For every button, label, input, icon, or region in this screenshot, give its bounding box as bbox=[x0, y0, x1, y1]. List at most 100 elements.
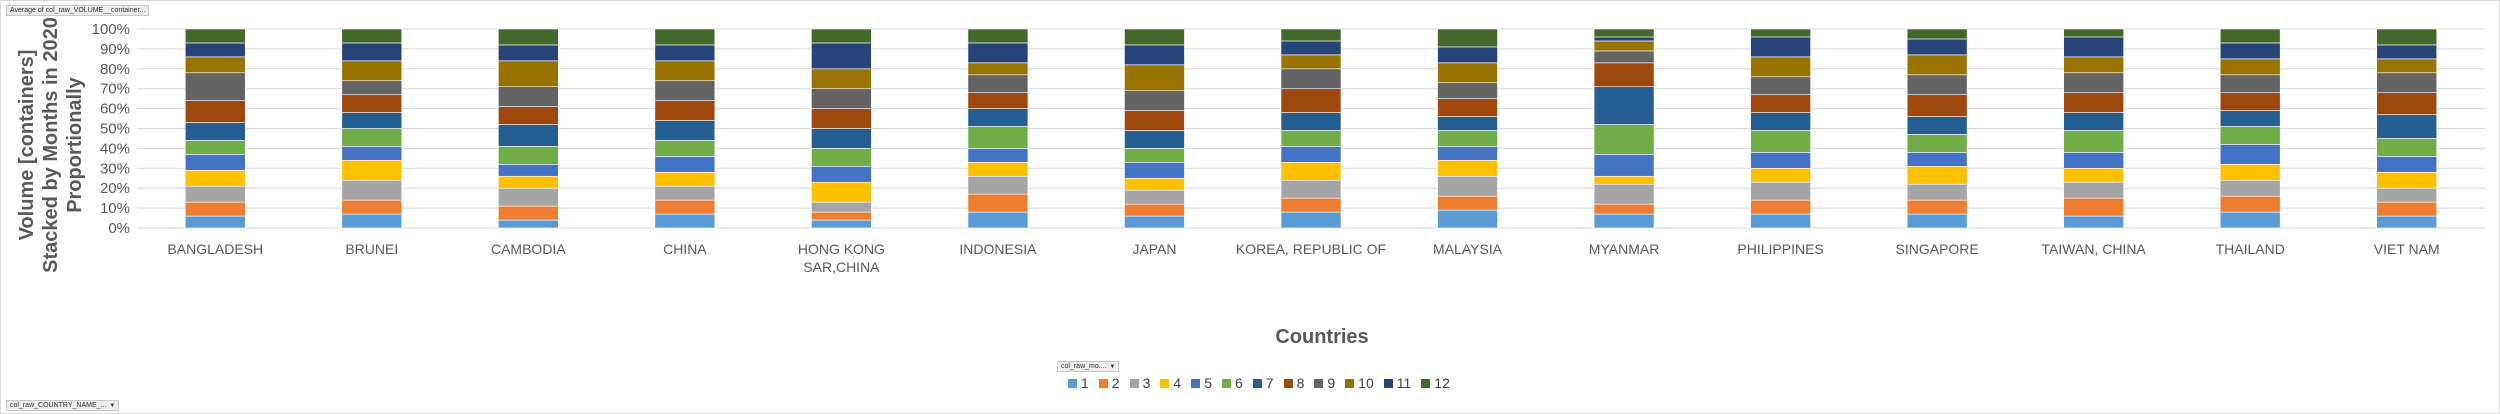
axis-field-label: col_raw_COUNTRY_NAME_... bbox=[10, 402, 107, 409]
bar-segment-6 bbox=[341, 128, 403, 147]
bar-segment-12 bbox=[811, 28, 872, 44]
bar-segment-11 bbox=[184, 42, 246, 58]
bar-segment-9 bbox=[1280, 68, 1342, 90]
bar-segment-5 bbox=[1437, 146, 1498, 161]
bar-segment-4 bbox=[1750, 168, 1811, 183]
bar-segment-10 bbox=[967, 62, 1029, 76]
bar-segment-10 bbox=[1124, 64, 1185, 91]
bar-segment-9 bbox=[1124, 90, 1185, 111]
values-field-label: Average of col_raw_VOLUME__container... bbox=[10, 7, 146, 14]
bar-segment-10 bbox=[1280, 54, 1342, 70]
x-category-label: MYANMAR bbox=[1589, 241, 1660, 257]
axis-field-button[interactable]: col_raw_COUNTRY_NAME_... ▼ bbox=[6, 400, 120, 411]
legend-field-button[interactable]: col_raw_mo.... ▼ bbox=[1057, 361, 1120, 372]
bar-segment-12 bbox=[1593, 28, 1655, 38]
bar-segment-9 bbox=[967, 74, 1029, 93]
bar-segment-5 bbox=[2376, 156, 2438, 173]
bar-segment-6 bbox=[1906, 134, 1968, 153]
y-tick-labels: 0% 10% 20% 30% 40% 50% 60% 70% 80% 90% 100% bbox=[92, 21, 130, 237]
legend-label: 8 bbox=[1296, 375, 1305, 391]
bar-segment-8 bbox=[341, 94, 403, 113]
legend-item: 2 bbox=[1098, 375, 1120, 391]
y-tick-label: 30% bbox=[100, 160, 130, 177]
bar-segment-4 bbox=[1906, 166, 1968, 185]
bar-segment-4 bbox=[1437, 160, 1498, 177]
bar-segment-3 bbox=[811, 201, 872, 213]
bar-segment-9 bbox=[811, 88, 872, 109]
bar-segment-5 bbox=[184, 154, 246, 171]
bar-segment-10 bbox=[1906, 54, 1968, 76]
bar-segment-8 bbox=[967, 92, 1029, 109]
bar-segment-5 bbox=[654, 156, 716, 173]
x-axis-title: Countries bbox=[1275, 326, 1368, 348]
y-tick-label: 10% bbox=[100, 200, 130, 217]
legend-item: 6 bbox=[1221, 375, 1243, 391]
bar-segment-12 bbox=[2376, 28, 2438, 46]
legend-swatch bbox=[1221, 378, 1231, 388]
x-category-label: HONG KONG SAR,CHINA bbox=[798, 241, 885, 275]
bar-segment-6 bbox=[1437, 130, 1498, 147]
bar-segment-10 bbox=[1750, 56, 1811, 78]
legend-label: 2 bbox=[1111, 375, 1120, 391]
bar-segment-6 bbox=[1750, 130, 1811, 153]
y-axis-title-line-1: Volume [containers] bbox=[16, 50, 38, 241]
y-axis-title-line-2: Stacked by Months in 2020 bbox=[40, 17, 62, 273]
bar-segment-12 bbox=[654, 28, 716, 46]
bar-segment-4 bbox=[2063, 168, 2124, 183]
bar-segment-7 bbox=[1124, 130, 1185, 149]
x-category-label: INDONESIA bbox=[959, 241, 1037, 257]
legend-swatch bbox=[1383, 378, 1393, 388]
y-tick-label: 40% bbox=[100, 140, 130, 157]
y-tick-label: 20% bbox=[100, 180, 130, 197]
bar-segment-7 bbox=[341, 112, 403, 129]
bar-segment-4 bbox=[184, 169, 246, 187]
bar-segment-10 bbox=[1437, 62, 1498, 84]
dropdown-arrow-icon: ▼ bbox=[1109, 364, 1116, 370]
bar-segment-12 bbox=[2063, 28, 2124, 38]
bar-segment-11 bbox=[1593, 36, 1655, 42]
bar-segment-9 bbox=[2376, 72, 2438, 93]
bar-segment-4 bbox=[2219, 164, 2281, 181]
legend-label: 10 bbox=[1358, 375, 1374, 391]
bar-segment-6 bbox=[1593, 124, 1655, 155]
values-field-button[interactable]: Average of col_raw_VOLUME__container... bbox=[6, 5, 150, 16]
legend-label: 7 bbox=[1265, 375, 1274, 391]
bar-segment-2 bbox=[2376, 201, 2438, 217]
bar-segment-7 bbox=[967, 108, 1029, 127]
x-category-label: BANGLADESH bbox=[167, 241, 263, 257]
legend-swatch bbox=[1252, 378, 1262, 388]
bar-segment-8 bbox=[2063, 92, 2124, 113]
legend-item: 8 bbox=[1283, 375, 1305, 391]
bar-segment-9 bbox=[184, 72, 246, 101]
x-category-label: CAMBODIA bbox=[491, 241, 566, 257]
bar-segment-1 bbox=[1750, 213, 1811, 229]
bar-segment-1 bbox=[811, 219, 872, 229]
legend-label: 11 bbox=[1396, 375, 1412, 391]
bar-segment-3 bbox=[1437, 175, 1498, 197]
bar-segment-4 bbox=[811, 181, 872, 203]
bar-segment-9 bbox=[2219, 74, 2281, 93]
bar-segment-6 bbox=[184, 140, 246, 155]
bar-segment-4 bbox=[341, 160, 403, 181]
x-category-label: CHINA bbox=[663, 241, 707, 257]
legend-item: 5 bbox=[1191, 375, 1212, 391]
legend-swatch bbox=[1068, 378, 1077, 388]
bar-segment-12 bbox=[1124, 28, 1185, 46]
bar-segment-6 bbox=[1280, 130, 1342, 147]
bar-segment-2 bbox=[1124, 203, 1185, 217]
bar-segment-6 bbox=[498, 146, 559, 165]
bar-segment-7 bbox=[654, 120, 716, 141]
bar-segment-12 bbox=[1280, 28, 1342, 42]
bar-segment-12 bbox=[1906, 28, 1968, 40]
x-category-label: THAILAND bbox=[2216, 241, 2285, 257]
bar-segment-3 bbox=[498, 187, 559, 207]
legend-item: 12 bbox=[1421, 375, 1450, 391]
bar-segment-10 bbox=[184, 56, 246, 74]
bar-segment-9 bbox=[654, 80, 716, 101]
bar-segment-4 bbox=[1280, 162, 1342, 181]
bar-segment-8 bbox=[1124, 110, 1185, 131]
bar-segment-2 bbox=[184, 201, 246, 217]
bar-segment-8 bbox=[184, 100, 246, 123]
bar-segment-4 bbox=[967, 162, 1029, 177]
bar-segment-5 bbox=[1750, 152, 1811, 169]
